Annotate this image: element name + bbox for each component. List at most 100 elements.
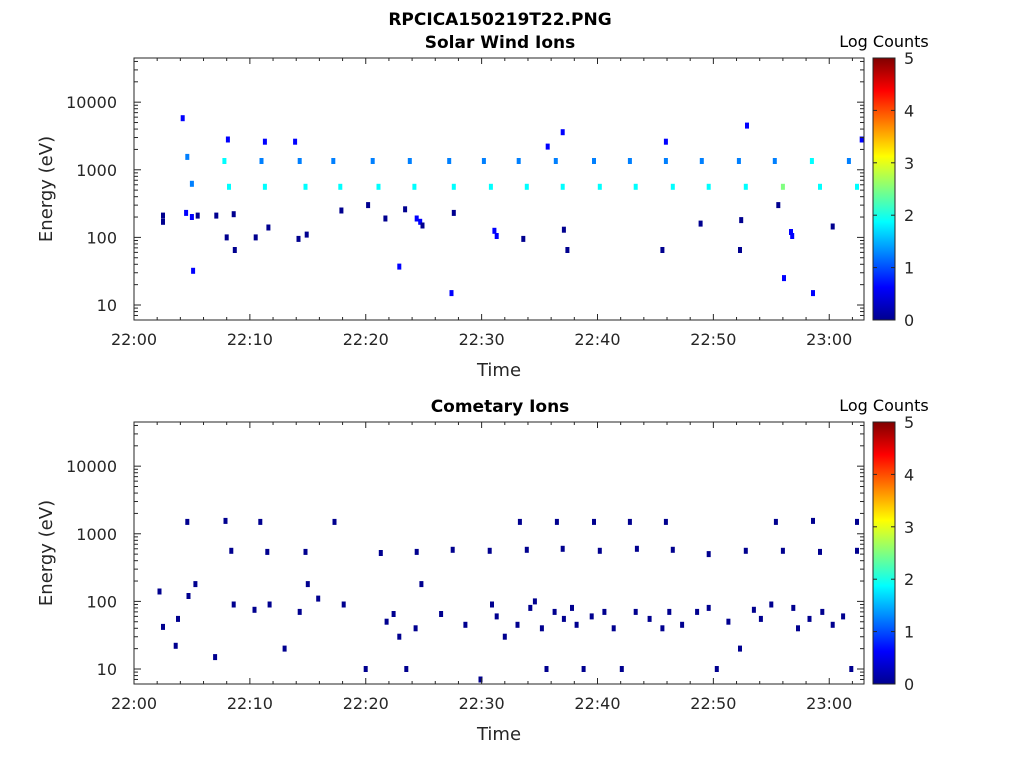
heatmap-cell (680, 621, 685, 628)
heatmap-cell (420, 222, 425, 229)
heatmap-cell (663, 138, 668, 145)
heatmap-cell (751, 606, 756, 613)
heatmap-cell (262, 183, 267, 190)
colorbar-tick-label: 5 (904, 413, 914, 432)
heatmap-cell (265, 548, 270, 555)
y-tick-label: 10 (97, 296, 117, 315)
heatmap-cell (739, 217, 744, 224)
heatmap-cell (224, 234, 229, 241)
heatmap-cell (407, 158, 412, 164)
colorbar-title-cometary: Log Counts (839, 396, 929, 415)
heatmap-cell (633, 608, 638, 615)
heatmap-cell (252, 606, 257, 613)
heatmap-cell (397, 633, 402, 640)
heatmap-cell (597, 183, 602, 190)
heatmap-cell (561, 226, 566, 233)
y-axis-solar-wind: 10 100 1000 10000 (66, 60, 864, 321)
heatmap-cell (811, 290, 815, 297)
heatmap-cell (502, 633, 507, 640)
heatmap-cell (370, 158, 375, 164)
heatmap-cell (745, 122, 749, 129)
heatmap-cell (303, 183, 308, 190)
x-tick-label: 22:40 (574, 694, 620, 713)
heatmap-cell (391, 611, 396, 617)
x-tick-label: 22:50 (690, 694, 736, 713)
plot-frame-solar-wind (133, 57, 865, 321)
heatmap-cell (553, 158, 558, 164)
x-tick-label: 22:40 (574, 330, 620, 349)
heatmap-cell (191, 267, 196, 274)
heatmap-cell (811, 517, 815, 524)
heatmap-cell (663, 158, 668, 164)
x-tick-label: 22:10 (227, 694, 273, 713)
heatmap-cell (743, 547, 748, 554)
heatmap-cell (267, 601, 272, 608)
heatmap-cell (560, 183, 565, 190)
x-axis-label-solar-wind: Time (476, 360, 521, 381)
colorbar-title-solar-wind: Log Counts (839, 32, 929, 51)
heatmap-cell (341, 601, 346, 608)
panel-title-solar-wind: Solar Wind Ions (425, 33, 576, 53)
heatmap-cell (545, 143, 550, 150)
heatmap-cell (414, 548, 419, 555)
x-tick-label: 22:10 (227, 330, 273, 349)
heatmap-cell (516, 158, 521, 164)
heatmap-cell (581, 666, 586, 672)
heatmap-cell (776, 202, 781, 209)
heatmap-cell (706, 183, 711, 190)
heatmap-cell (841, 613, 846, 620)
heatmap-cell (451, 183, 456, 190)
heatmap-cell (195, 212, 200, 219)
heatmap-cell (376, 183, 381, 190)
heatmap-cell (517, 518, 522, 525)
colorbar-tick-label: 0 (904, 675, 914, 694)
heatmap-cell (807, 615, 812, 622)
panel-title-cometary: Cometary Ions (431, 397, 570, 417)
heatmap-cell (222, 158, 227, 164)
heatmap-cell (796, 625, 800, 632)
heatmap-cell (366, 202, 371, 209)
heatmap-cell (611, 625, 616, 632)
heatmap-cell (714, 666, 719, 672)
heatmap-cell (383, 215, 388, 222)
x-tick-label: 22:30 (459, 330, 505, 349)
heatmap-cell (231, 211, 236, 218)
heatmap-cell (213, 654, 218, 661)
heatmap-cell (773, 518, 778, 525)
heatmap-cometary (157, 517, 859, 683)
heatmap-cell (266, 224, 271, 231)
heatmap-cell (173, 642, 178, 649)
x-tick-label: 22:00 (111, 330, 157, 349)
heatmap-cell (699, 158, 704, 164)
heatmap-cell (670, 546, 675, 553)
heatmap-cell (339, 207, 344, 214)
heatmap-cell (758, 615, 763, 622)
heatmap-cell (619, 666, 624, 672)
heatmap-cell (738, 645, 742, 652)
colorbar-tick-label: 4 (904, 101, 914, 120)
heatmap-cell (184, 209, 189, 216)
panel-solar-wind: Solar Wind Ions 22:00 22:10 22:20 22:30 22:4… (36, 32, 929, 381)
heatmap-cell (602, 608, 607, 615)
heatmap-cell (660, 247, 665, 253)
heatmap-cell (403, 206, 408, 213)
heatmap-cell (570, 604, 574, 611)
heatmap-cell (627, 518, 632, 525)
heatmap-cell (258, 518, 263, 525)
heatmap-cell (554, 518, 559, 525)
heatmap-cell (524, 183, 529, 190)
heatmap-cell (492, 227, 497, 234)
heatmap-cell (633, 183, 638, 190)
colorbar-tick-label: 3 (904, 518, 914, 537)
heatmap-cell (447, 158, 452, 164)
heatmap-cell (488, 183, 493, 190)
heatmap-cell (789, 229, 793, 235)
heatmap-cell (592, 158, 596, 164)
colorbar-tick-label: 2 (904, 570, 914, 589)
heatmap-cell (565, 247, 570, 253)
heatmap-cell (736, 158, 741, 164)
heatmap-cell (855, 518, 859, 525)
y-axis-label-solar-wind: Energy (eV) (36, 136, 57, 242)
colorbar-cometary: 0 1 2 3 4 5 (872, 413, 914, 694)
heatmap-cell (830, 223, 835, 230)
